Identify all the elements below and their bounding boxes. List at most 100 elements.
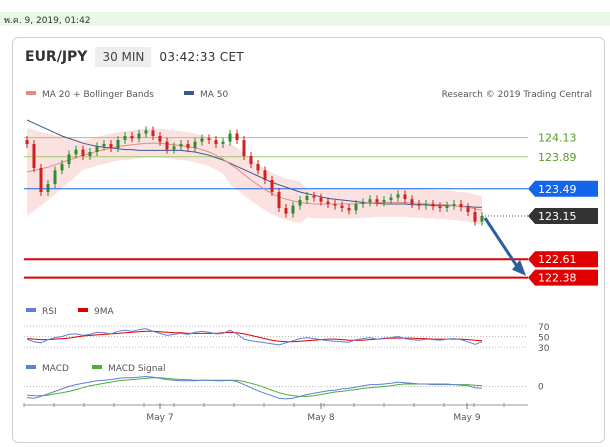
- x-axis-label: May 9: [453, 413, 480, 423]
- macd-signal-line: [26, 377, 483, 397]
- candle-body: [312, 196, 316, 198]
- price-plot: 124.13 123.89 123.49 122.61 122.38 123.15: [24, 119, 598, 286]
- chart-header: EUR/JPY 30 MIN 03:42:33 CET: [25, 46, 244, 68]
- candle-body: [396, 194, 400, 198]
- candle-body: [207, 138, 211, 140]
- candle-body: [249, 156, 253, 164]
- macd-signal-legend-swatch: [92, 365, 102, 369]
- candle-body: [417, 204, 421, 206]
- candle-body: [270, 180, 274, 192]
- ma50-legend-label: MA 50: [200, 90, 229, 100]
- x-axis-label: May 7: [146, 413, 173, 423]
- candle-body: [333, 204, 337, 206]
- candle-body: [102, 144, 106, 147]
- macd-signal-legend-label: MACD Signal: [108, 364, 166, 374]
- candle-body: [445, 205, 449, 208]
- candle-body: [130, 136, 134, 139]
- macd-tick-label: 0: [538, 382, 544, 392]
- candle-body: [375, 199, 379, 203]
- rsi-legend-label: RSI: [42, 307, 57, 317]
- candle-body: [88, 152, 92, 156]
- candle-body: [144, 130, 148, 134]
- level-label-123.49: 123.49: [538, 183, 577, 196]
- timeframe-label[interactable]: 30 MIN: [95, 47, 152, 67]
- candle-body: [186, 144, 190, 148]
- candle-body: [403, 194, 407, 200]
- ma20-line: [26, 142, 483, 211]
- candle-body: [473, 212, 477, 222]
- timestamp-bar: พ.ค. 9, 2019, 01:42: [0, 12, 610, 26]
- candle-body: [123, 136, 127, 140]
- candle-body: [60, 164, 64, 171]
- level-label-123.89: 123.89: [538, 151, 577, 164]
- candle-body: [452, 204, 456, 206]
- candle-body: [193, 141, 197, 148]
- candle-body: [46, 184, 50, 192]
- candle-body: [284, 208, 288, 214]
- candle-body: [368, 199, 372, 203]
- last-price-tag: [528, 208, 598, 224]
- candle-body: [32, 144, 36, 168]
- level-tag-122.38: [528, 269, 598, 286]
- candle-body: [116, 140, 120, 148]
- macd-legend-label: MACD: [42, 364, 69, 374]
- candle-body: [228, 133, 232, 142]
- level-tag-123.49: [528, 180, 598, 197]
- pair-label: EUR/JPY: [25, 49, 88, 65]
- candle-body: [95, 146, 99, 152]
- candle-body: [137, 133, 141, 139]
- rsi-line: [26, 328, 483, 346]
- candle-body: [389, 197, 393, 200]
- candle-body: [81, 149, 85, 156]
- candle-body: [347, 208, 351, 211]
- candle-body: [340, 205, 344, 208]
- credit-label: Research © 2019 Trading Central: [442, 90, 592, 100]
- rsi-tick-label: 50: [538, 334, 550, 344]
- candle-body: [172, 146, 176, 150]
- candle-body: [151, 130, 155, 136]
- timestamp-text: พ.ค. 9, 2019, 01:42: [4, 16, 91, 26]
- ma20-legend-swatch: [26, 91, 36, 95]
- forecast-arrow-head: [512, 259, 526, 276]
- time-label: 03:42:33 CET: [159, 50, 244, 64]
- level-label-124.13: 124.13: [538, 132, 577, 145]
- ma50-legend-swatch: [184, 91, 194, 95]
- x-axis: May 7 May 8 May 9: [23, 403, 528, 423]
- rsi-ma-legend-label: 9MA: [94, 307, 114, 317]
- candle-body: [382, 200, 386, 203]
- candle-body: [200, 138, 204, 142]
- candle-body: [165, 141, 169, 150]
- candle-body: [326, 201, 330, 204]
- level-label-122.38: 122.38: [538, 272, 577, 285]
- candle-body: [263, 170, 267, 180]
- candle-body: [459, 204, 463, 208]
- candle-body: [242, 140, 246, 156]
- candle-body: [53, 170, 57, 184]
- candle-body: [424, 204, 428, 206]
- level-tag-122.61: [528, 251, 598, 268]
- candle-body: [109, 144, 113, 148]
- candle-body: [235, 133, 239, 140]
- chart-panel: EUR/JPY 30 MIN 03:42:33 CET: [12, 37, 605, 443]
- macd-line: [26, 375, 483, 400]
- candle-body: [291, 205, 295, 214]
- rsi-tick-label: 70: [538, 323, 550, 333]
- ma20-legend-label: MA 20 + Bollinger Bands: [42, 90, 154, 100]
- rsi-ma-line: [26, 330, 483, 343]
- candle-body: [466, 207, 470, 212]
- candle-body: [277, 192, 281, 208]
- rsi-ma-legend-swatch: [78, 308, 88, 312]
- macd-plot: 0: [24, 375, 544, 400]
- candle-body: [438, 206, 442, 208]
- level-label-122.61: 122.61: [538, 253, 577, 266]
- candle-body: [431, 204, 435, 207]
- candle-body: [74, 149, 78, 155]
- candle-body: [319, 197, 323, 202]
- candle-body: [214, 140, 218, 144]
- candle-body: [361, 202, 365, 204]
- forecast-arrow-shaft: [483, 217, 520, 269]
- last-price-label: 123.15: [538, 210, 577, 223]
- rsi-legend-swatch: [26, 308, 36, 312]
- ma50-line: [26, 119, 482, 208]
